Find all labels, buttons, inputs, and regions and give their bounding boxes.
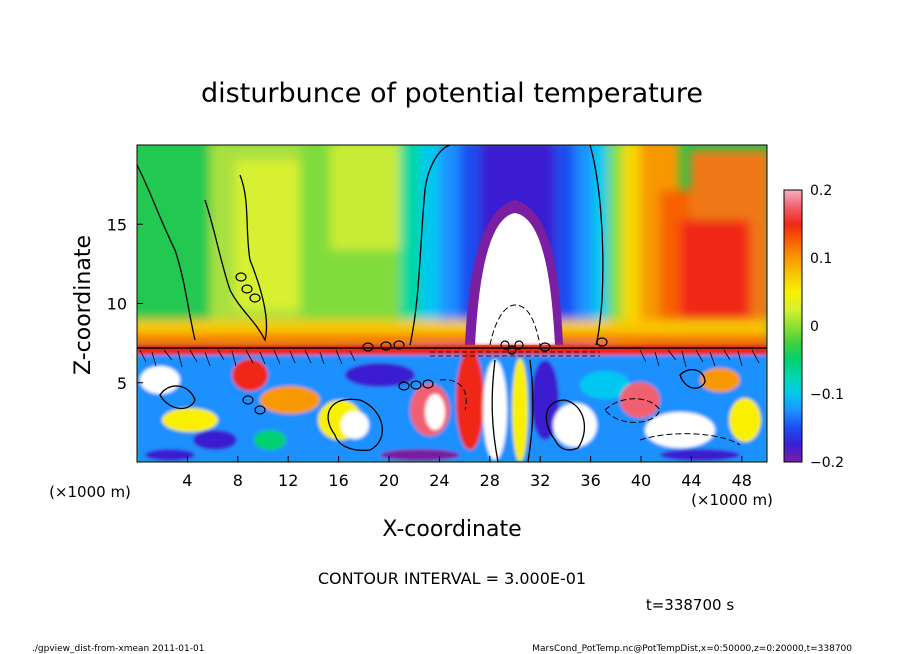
x-tick-label: 4 (182, 471, 192, 490)
x-tick-label: 40 (631, 471, 651, 490)
x-tick-label: 16 (328, 471, 348, 490)
x-tick-label: 36 (580, 471, 600, 490)
x-unit-right: (×1000 m) (691, 491, 773, 509)
heatmap-field (137, 145, 767, 462)
x-tick-label: 28 (480, 471, 500, 490)
x-tick-label: 44 (681, 471, 701, 490)
y-axis-label: Z-coordinate (71, 235, 96, 375)
x-tick-label: 12 (278, 471, 298, 490)
footer-left: ./gpview_dist-from-xmean 2011-01-01 (32, 644, 204, 654)
colorbar (783, 189, 803, 463)
contour-interval: CONTOUR INTERVAL = 3.000E-01 (318, 569, 586, 588)
x-tick-label: 24 (429, 471, 449, 490)
colorbar-tick-label: −0.1 (810, 387, 844, 403)
x-tick-label: 48 (732, 471, 752, 490)
x-axis: 4 8 12 16 20 24 28 32 36 40 44 48 (182, 456, 752, 490)
time-label: t=338700 s (646, 596, 734, 614)
colorbar-ticks: 0.2 0.1 0 −0.1 −0.2 (810, 183, 844, 471)
colorbar-tick-label: 0.1 (810, 251, 832, 267)
y-tick-label: 15 (107, 215, 127, 234)
x-tick-label: 8 (233, 471, 243, 490)
y-tick-label: 5 (117, 374, 127, 393)
colorbar-tick-label: 0.2 (810, 183, 832, 199)
footer-right: MarsCond_PotTemp.nc@PotTempDist,x=0:5000… (532, 644, 852, 654)
x-unit-left: (×1000 m) (49, 483, 131, 501)
y-tick-label: 10 (107, 295, 127, 314)
x-tick-label: 20 (379, 471, 399, 490)
x-axis-label: X-coordinate (382, 517, 521, 542)
chart-title: disturbunce of potential temperature (201, 78, 703, 109)
y-axis: 5 10 15 (107, 215, 143, 393)
colorbar-tick-label: 0 (810, 319, 819, 335)
colorbar-tick-label: −0.2 (810, 455, 844, 471)
x-tick-label: 32 (530, 471, 550, 490)
